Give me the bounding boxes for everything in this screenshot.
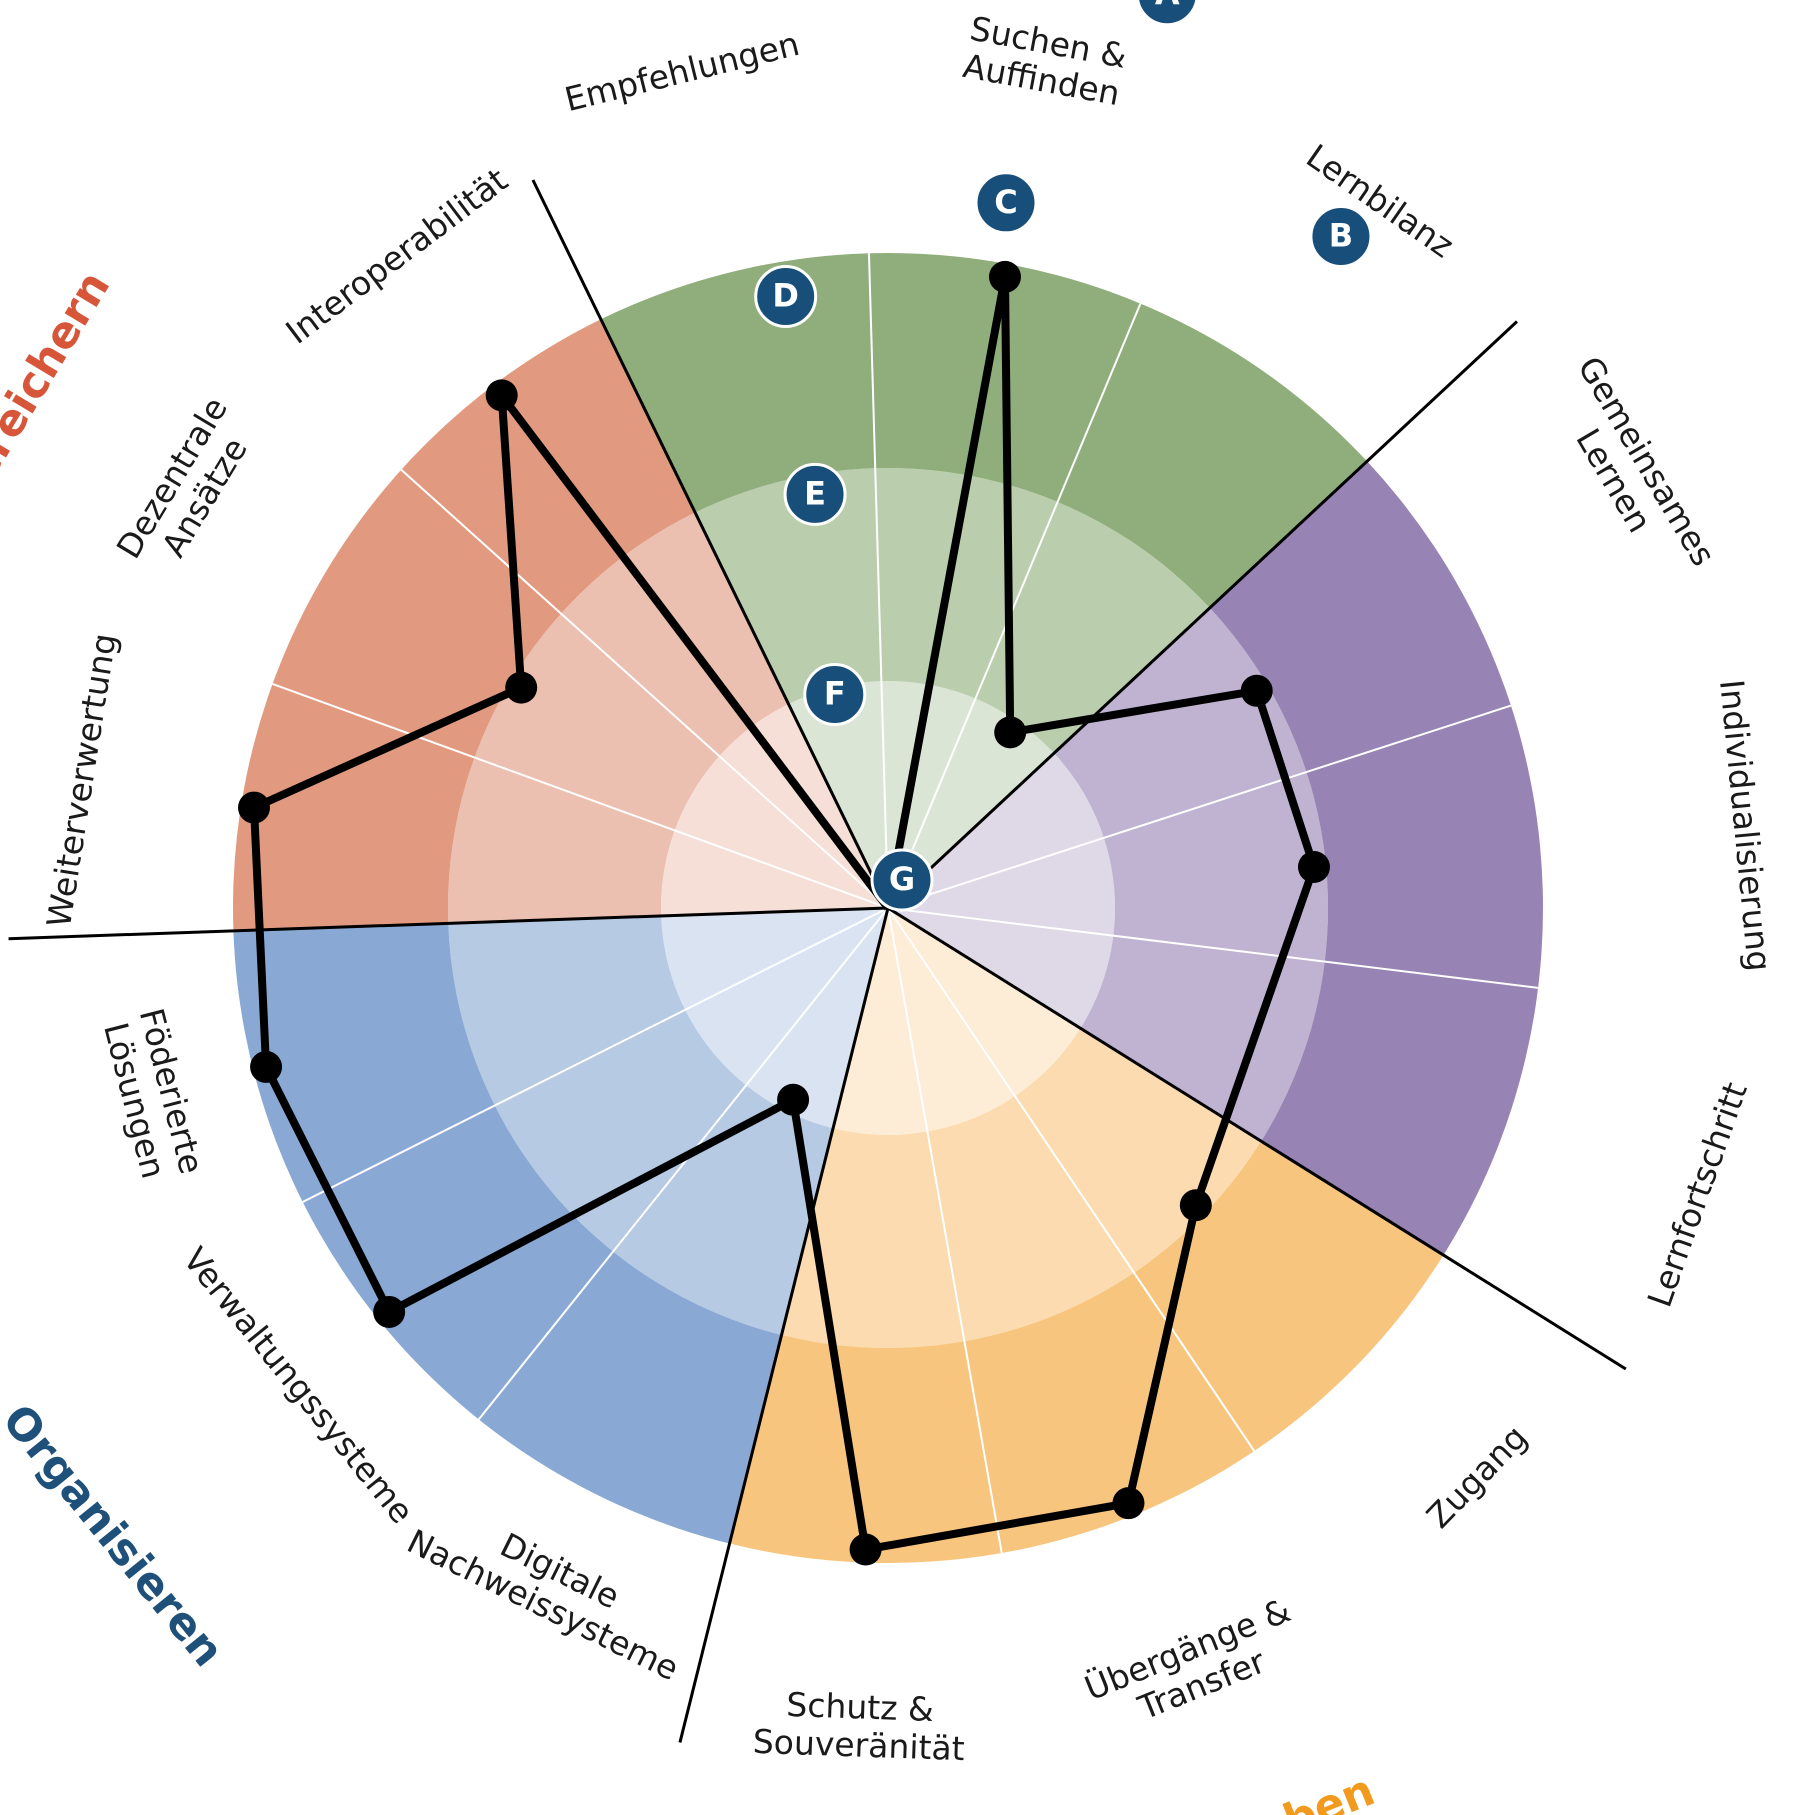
label-foederierte-loesungen: FöderierteLösungen [95,1004,211,1187]
profile-point-schutz-and-souveraenitaet [849,1533,882,1566]
badge-f-text: F [824,675,846,713]
sector-teilhaben-ring-3 [729,1141,1444,1563]
sector-teilhaben-ring-2 [781,1028,1262,1348]
spoke-organisieren-1 [477,907,889,1421]
sector-bereichern-ring-3 [233,319,696,931]
label-interoperabilitaet: Interoperabilität [278,160,514,352]
sector-lernen-ring-1 [888,753,1115,1029]
spoke-organisieren-2 [302,907,889,1203]
label-individualisierung: Individualisierung [1713,678,1780,973]
badge-e [783,462,847,526]
profile-point-zugang [1179,1189,1212,1222]
spoke-teilhaben-1 [887,907,1256,1452]
spoke-beraten-1 [867,253,889,909]
profile-point-digitale-nachweissysteme [777,1083,810,1116]
group-divider-1 [531,179,890,909]
group-label-bereichern: Bereichern [0,263,120,521]
badge-g [870,848,934,912]
spoke-lernen-1 [887,704,1512,909]
sectors [233,253,1543,1563]
badge-b [1309,204,1373,268]
badges: A B C D E F G [754,0,1373,912]
label-empfehlungen: Empfehlungen [561,23,803,118]
badge-d-text: D [772,277,799,315]
group-label-teilhaben: Teilhaben [1142,1765,1382,1815]
profile-point-dezentrale-ansaetze [505,671,538,704]
sector-beraten-ring-1 [788,681,1055,908]
sector-teilhaben-ring-1 [833,908,1081,1135]
sector-bereichern-ring-2 [448,512,789,924]
sector-organisieren-ring-2 [448,915,834,1335]
group-divider-5 [8,906,889,941]
group-divider-4 [678,907,890,1743]
sector-lernen-ring-2 [1054,607,1328,1142]
profile-point-uebergaenge-and-transfer [1112,1487,1145,1520]
spoke-bereichern-1 [272,683,889,909]
profile-point-weiterverwertung [238,791,271,824]
group-divider-3 [887,906,1627,1371]
sector-organisieren-ring-3 [233,923,782,1544]
group-dividers [8,179,1627,1743]
label-gemeinsames-lernen: GemeinsamesLernen [1538,350,1724,592]
profile-point-interoperabilitaet [485,379,518,412]
badge-b-text: B [1329,216,1353,254]
label-suchen-and-auffinden: Suchen &Auffinden [960,8,1130,113]
spoke-lernen-2 [887,907,1539,989]
label-dezentrale-ansaetze: DezentraleAnsätze [108,390,267,584]
profile-point-lernbilanz [994,716,1027,749]
badge-d [754,265,818,329]
profile-point-individualisierung [1297,850,1330,883]
sector-bereichern-ring-1 [661,703,888,916]
profile-point-gemeinsames-lernen [1240,674,1273,707]
spoke-teilhaben-2 [887,907,1003,1554]
badge-f [803,663,867,727]
profile-point-verwaltungssysteme [373,1295,406,1328]
badge-a-text: A [1155,0,1180,13]
spoke-bereichern-2 [400,468,889,909]
profile-point-suchen-and-auffinden [988,260,1021,293]
badge-a [1136,0,1199,27]
badge-e-text: E [804,474,826,512]
badge-g-text: G [889,860,915,898]
group-divider-2 [886,320,1518,910]
label-schutz-and-souveraenitaet: Schutz &Souveränität [752,1683,966,1767]
label-weiterverwertung: Weiterverwertung [39,630,124,929]
profile [238,260,1330,1566]
spokes [272,253,1539,1554]
group-label-organisieren: Organisieren [0,1395,234,1676]
sector-organisieren-ring-1 [661,908,888,1129]
sector-beraten-ring-3 [600,253,1368,608]
badge-c [974,171,1038,235]
profile-point-foederierte-loesungen [250,1050,283,1083]
sector-lernen-ring-3 [1209,461,1543,1256]
label-zugang: Zugang [1418,1417,1534,1535]
spoke-beraten-2 [887,303,1142,909]
label-uebergaenge-and-transfer: Übergänge &Transfer [1079,1589,1310,1743]
label-lernfortschritt: Lernfortschritt [1639,1077,1754,1312]
badge-c-text: C [994,183,1017,221]
